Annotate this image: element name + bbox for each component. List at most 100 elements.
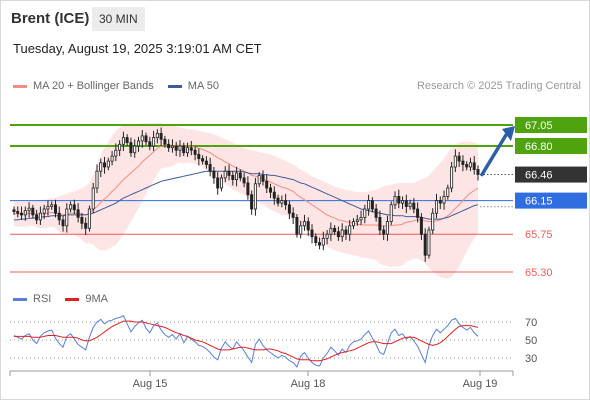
ma9-legend-label: 9MA	[85, 293, 108, 305]
candle-body	[204, 160, 208, 165]
bollinger-band	[14, 122, 478, 279]
candle-body	[250, 194, 254, 210]
candle-body	[46, 206, 50, 210]
candle-body	[38, 212, 42, 221]
candle-body	[167, 143, 171, 149]
candle-body	[12, 209, 16, 212]
rsi-tick-30: 30	[525, 353, 537, 365]
candle-body	[129, 142, 133, 154]
candle-body	[114, 149, 118, 157]
candle-body	[16, 211, 20, 214]
candle-body	[144, 135, 148, 143]
candle-body	[434, 200, 438, 214]
rsi-legend: RSI 9MA	[13, 293, 108, 305]
candle-body	[242, 177, 246, 184]
candle-body	[468, 162, 472, 168]
candle-body	[61, 219, 65, 227]
candle-body	[99, 162, 103, 172]
candle-body	[287, 204, 291, 214]
candle-body	[446, 187, 450, 197]
rsi-ma9-line	[14, 320, 479, 362]
candle-body	[185, 147, 189, 154]
candle-body	[148, 141, 152, 147]
rsi-tick-70: 70	[525, 317, 537, 329]
candle-body	[404, 200, 408, 207]
candle-body	[423, 233, 427, 256]
candle-body	[348, 225, 352, 235]
current-price-label: 66.46	[525, 170, 553, 182]
ma9-swatch	[65, 297, 80, 301]
candle-body	[321, 237, 325, 246]
candle-body	[182, 145, 186, 154]
candle-body	[125, 137, 129, 144]
main-legend: MA 20 + Bollinger Bands MA 50	[13, 80, 219, 92]
candle-body	[152, 137, 156, 147]
candle-body	[299, 225, 303, 235]
x-tick-label-aug-15: Aug 15	[133, 378, 168, 390]
candle-body	[246, 182, 250, 196]
candle-body	[65, 208, 69, 227]
candle-body	[261, 174, 265, 182]
level-label-66.80-bg	[515, 138, 587, 154]
candle-body	[385, 221, 389, 235]
candle-body	[442, 195, 446, 204]
level-label-66.15-bg	[515, 192, 587, 209]
ma50-line	[14, 170, 479, 221]
x-tick-label-aug-18: Aug 18	[291, 378, 326, 390]
candle-body	[325, 233, 329, 239]
candle-body	[389, 204, 393, 223]
rsi-legend-label: RSI	[33, 293, 52, 305]
credit-text: Research © 2025 Trading Central	[416, 80, 581, 92]
candle-body	[121, 137, 125, 145]
candle-body	[69, 204, 73, 210]
candle-body	[367, 200, 371, 210]
candle-body	[174, 145, 178, 151]
candle-body	[302, 221, 306, 227]
level-label-65.30: 65.30	[525, 267, 553, 279]
candle-body	[272, 191, 276, 199]
candle-body	[314, 236, 318, 243]
candle-body	[427, 229, 431, 256]
rsi-line	[13, 315, 479, 369]
candle-body	[223, 170, 227, 179]
candle-body	[284, 200, 288, 206]
rsi-swatch	[13, 297, 27, 301]
candle-body	[76, 209, 80, 218]
candle-body	[438, 200, 442, 204]
candle-body	[193, 149, 197, 155]
ma50-swatch	[167, 84, 182, 88]
candle-body	[472, 162, 476, 170]
candle-body	[306, 221, 310, 231]
candle-body	[295, 216, 299, 235]
candle-body	[227, 170, 231, 176]
candle-body	[234, 172, 238, 180]
ma20-legend-label: MA 20 + Bollinger Bands	[33, 80, 154, 92]
candle-body	[382, 229, 386, 235]
candle-body	[95, 170, 99, 189]
candle-body	[280, 200, 284, 204]
candle-body	[257, 174, 261, 185]
candle-body	[276, 197, 280, 204]
candle-body	[27, 207, 31, 212]
candle-body	[393, 195, 397, 206]
candle-body	[212, 170, 216, 179]
candle-body	[412, 202, 416, 210]
timeframe-button[interactable]: 30 MIN	[92, 7, 145, 31]
candle-body	[457, 155, 461, 162]
candle-body	[19, 212, 23, 216]
forecast-arrow-head	[502, 126, 515, 141]
candle-body	[231, 174, 235, 180]
ma20-swatch	[13, 84, 27, 88]
candle-body	[333, 227, 337, 233]
candle-body	[106, 160, 110, 168]
candle-body	[351, 221, 355, 227]
candle-body	[219, 177, 223, 189]
level-label-66.15: 66.15	[525, 196, 553, 208]
candle-body	[133, 145, 137, 154]
candle-body	[453, 155, 457, 168]
candle-body	[340, 229, 344, 238]
candle-body	[118, 143, 122, 151]
candle-body	[374, 208, 378, 218]
candle-body	[80, 216, 84, 224]
